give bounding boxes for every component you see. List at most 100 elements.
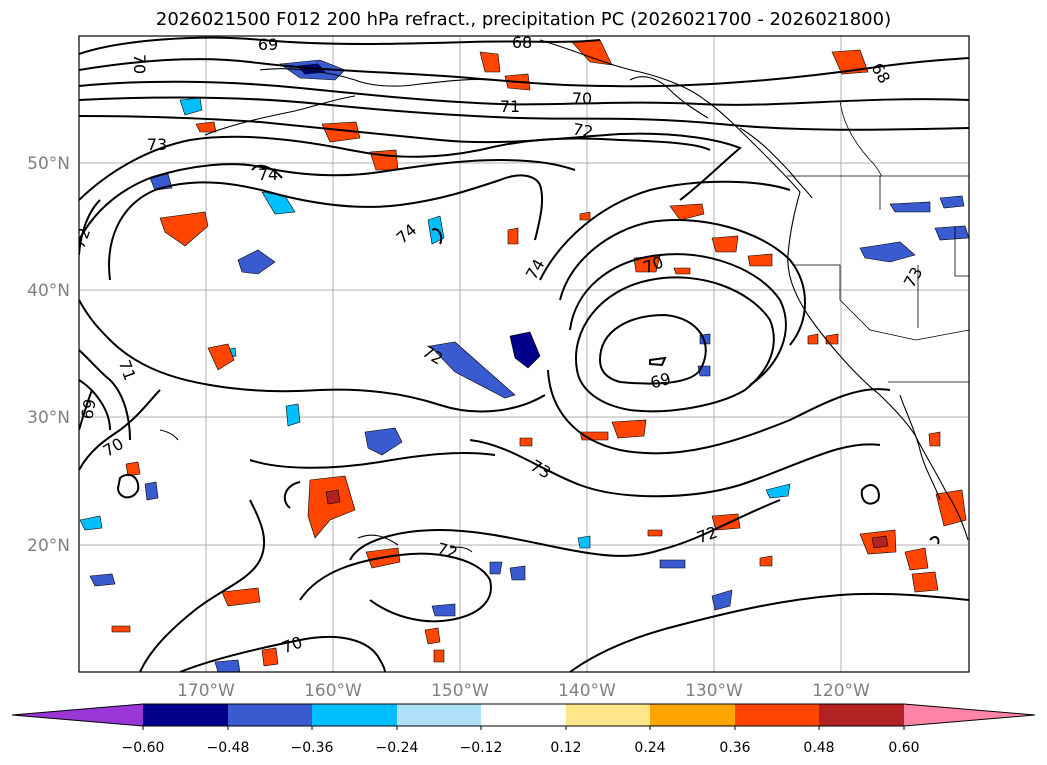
contour-label: 71 <box>500 97 520 116</box>
colorbar-tick-label: −0.24 <box>376 740 419 756</box>
lon-label-130w: 130°W <box>685 681 743 701</box>
neg-precip-patch <box>659 559 686 569</box>
pos-precip-patch <box>904 547 929 571</box>
pos-precip-patch <box>321 121 361 143</box>
lon-label-150w: 150°W <box>431 681 489 701</box>
pos-precip-patch <box>207 343 235 371</box>
pos-precip-patch <box>433 649 445 663</box>
neg-precip-patch <box>79 515 103 531</box>
neg-precip-patch <box>89 573 116 587</box>
pos-precip-patch <box>711 235 739 253</box>
neg-precip-patch <box>431 603 456 617</box>
contour-label: 74 <box>258 165 278 184</box>
pos-precip-patch <box>647 529 663 537</box>
contour-labels: 69 68 70 71 70 72 73 74 72 74 74 70 73 7… <box>77 33 927 657</box>
neg-precip-patch <box>144 481 159 501</box>
pos-precip-patch <box>747 253 773 267</box>
neg-precip-patch <box>889 201 931 213</box>
contour-label: 72 <box>435 539 460 563</box>
contour-label: 69 <box>258 35 278 54</box>
colorbar-segment <box>481 704 566 726</box>
pos-precip-patch <box>261 647 279 667</box>
contour-label: 68 <box>512 33 532 52</box>
contour-label: 73 <box>147 135 167 154</box>
colorbar-segment <box>735 704 819 726</box>
colorbar-segment <box>566 704 650 726</box>
colorbar-segment <box>819 704 904 726</box>
contour-label: 70 <box>130 54 149 74</box>
contour-label: 70 <box>572 89 592 108</box>
colorbar-segment <box>12 704 143 726</box>
colorbar-tick-label: −0.12 <box>460 740 503 756</box>
lon-label-120w: 120°W <box>812 681 870 701</box>
pos-precip-patch <box>611 419 647 439</box>
colorbar-tick-labels: −0.60 −0.48 −0.36 −0.24 −0.12 0.12 0.24 … <box>122 740 920 756</box>
pos-precip-patch <box>871 535 889 549</box>
lat-label-30n: 30°N <box>27 408 70 428</box>
borders <box>787 99 969 383</box>
neg-precip-patch <box>939 195 965 209</box>
colorbar-tick-label: −0.36 <box>291 740 334 756</box>
pos-precip-patch <box>807 333 819 345</box>
map-frame <box>78 35 970 673</box>
neg-precip-patch <box>429 341 516 399</box>
refractivity-contours <box>79 36 969 672</box>
pos-precip-patch <box>711 513 741 531</box>
pos-precip-patch <box>507 227 519 245</box>
lon-labels: 170°W 160°W 150°W 140°W 130°W 120°W <box>177 681 870 701</box>
colorbar-segment <box>312 704 397 726</box>
lat-label-20n: 20°N <box>27 536 70 556</box>
colorbar-tick-label: 0.48 <box>803 740 834 756</box>
contour-label: 72 <box>571 119 594 141</box>
neg-precip-patch <box>509 565 526 581</box>
pos-precip-patch <box>307 475 356 539</box>
contour-label: 69 <box>77 397 99 420</box>
graticule <box>79 36 969 672</box>
colorbar-tick-label: 0.36 <box>719 740 750 756</box>
pos-precip-patch <box>759 555 773 567</box>
lat-label-40n: 40°N <box>27 281 70 301</box>
neg-precip-patch <box>509 331 541 369</box>
lat-label-50n: 50°N <box>27 154 70 174</box>
neg-precip-patch <box>577 535 591 549</box>
neg-precip-patch <box>214 659 241 672</box>
neg-precip-patch <box>765 483 791 499</box>
pos-precip-patch <box>479 51 501 73</box>
pos-precip-patch <box>928 431 941 447</box>
colorbar-segment <box>143 704 228 726</box>
neg-precip-patch <box>364 427 403 456</box>
lon-label-160w: 160°W <box>304 681 362 701</box>
neg-precip-patch <box>179 97 203 116</box>
colorbar-tick-label: −0.60 <box>122 740 165 756</box>
pos-precip-patch <box>825 333 839 345</box>
neg-precip-patch <box>285 403 301 427</box>
neg-precip-patch <box>711 589 733 611</box>
neg-precip-patch <box>859 241 916 263</box>
pos-precip-patch <box>911 571 939 593</box>
pos-precip-patch <box>519 437 533 447</box>
neg-precip-patch <box>934 225 969 241</box>
pos-precip-patch <box>195 121 217 133</box>
pos-precip-patch <box>669 203 705 221</box>
neg-precip-patch <box>237 249 276 275</box>
colorbar-segment <box>904 704 1035 726</box>
pos-precip-patch <box>673 267 691 275</box>
pos-precip-patch <box>325 489 341 505</box>
pos-precip-patch <box>111 625 131 633</box>
lon-label-140w: 140°W <box>558 681 616 701</box>
colorbar-tick-label: 0.60 <box>888 740 919 756</box>
colorbar-segment <box>650 704 735 726</box>
pos-precip-patch <box>831 49 869 75</box>
pos-precip-patch <box>159 211 209 247</box>
neg-precip-patch <box>489 561 503 575</box>
colorbar-tick-label: 0.12 <box>550 740 581 756</box>
colorbar <box>11 703 1036 730</box>
contour-label: 69 <box>648 369 673 393</box>
colorbar-segment <box>397 704 481 726</box>
lat-labels: 50°N 40°N 30°N 20°N <box>27 154 70 556</box>
colorbar-tick-label: −0.48 <box>207 740 250 756</box>
lon-label-170w: 170°W <box>177 681 235 701</box>
pos-precip-patch <box>221 587 261 607</box>
pos-precip-patch <box>424 627 441 645</box>
